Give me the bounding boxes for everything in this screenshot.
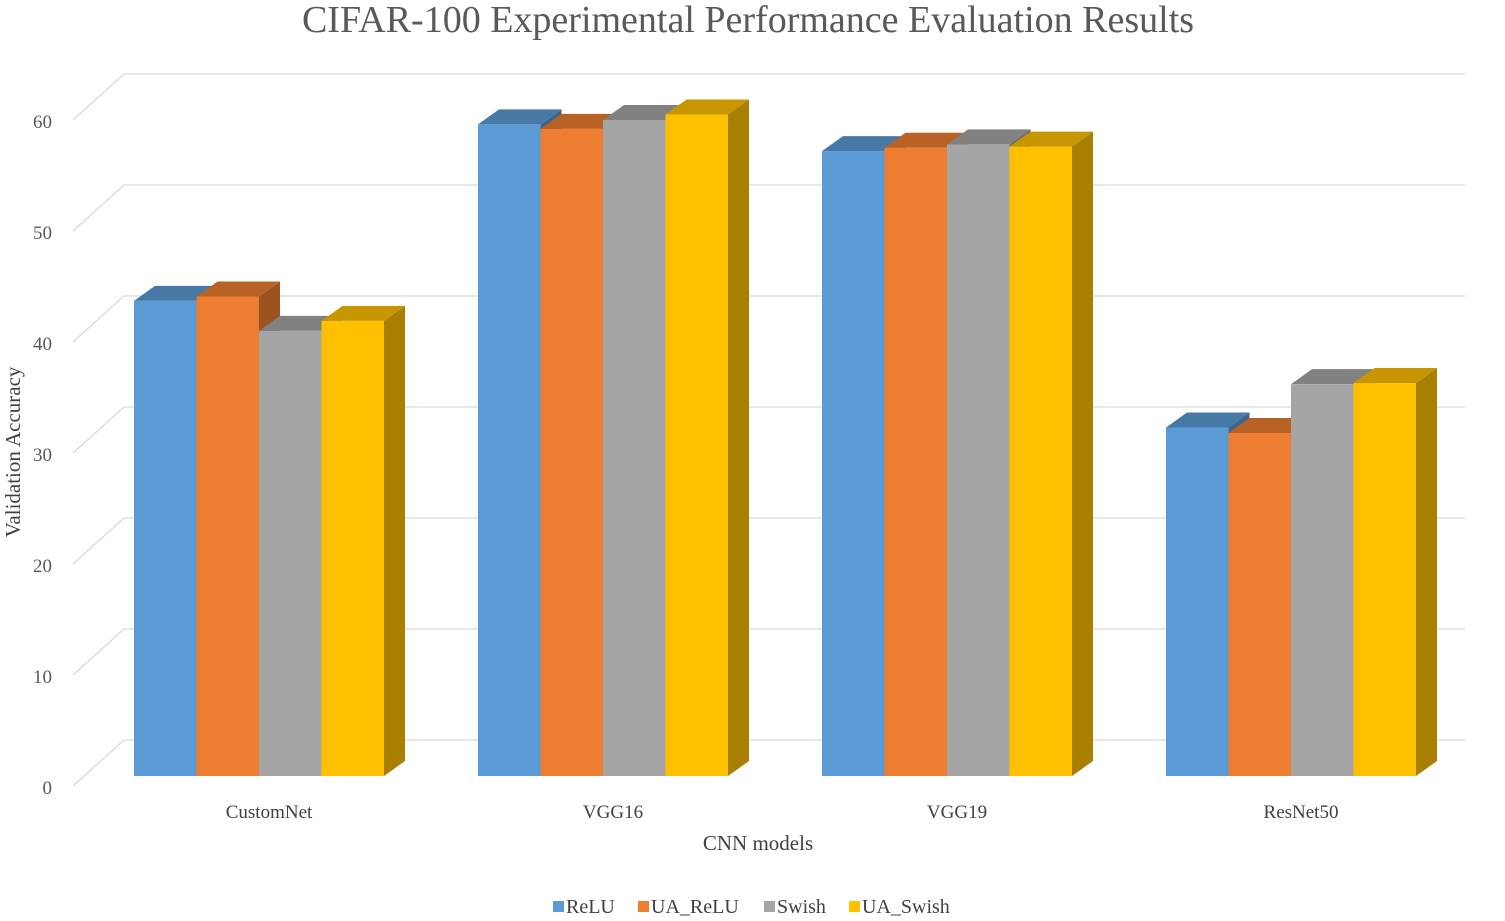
bar-front	[1166, 427, 1229, 776]
bar-front	[1009, 146, 1072, 776]
bar-top	[1291, 369, 1375, 385]
bar-front	[603, 119, 666, 777]
legend-swatch	[638, 901, 649, 912]
bar-ResNet50-UA_Swish	[1353, 368, 1437, 776]
bar-front	[540, 128, 603, 776]
bar-VGG16-UA_Swish	[665, 99, 749, 776]
x-category-label: CustomNet	[226, 802, 313, 823]
x-axis-title: CNN models	[703, 831, 813, 855]
bar-top	[665, 99, 749, 115]
bar-front	[947, 144, 1010, 776]
legend-label: UA_Swish	[862, 896, 950, 918]
bar-top	[478, 109, 562, 125]
bar-side	[384, 305, 405, 776]
bar-top	[947, 129, 1031, 145]
gridline	[72, 73, 1465, 121]
bar-side	[1416, 368, 1437, 776]
bar-top	[1009, 131, 1093, 147]
y-tick-label: 20	[33, 556, 52, 577]
y-axis-title: Validation Accuracy	[1, 366, 25, 537]
bar-front	[196, 296, 259, 776]
bar-front	[134, 300, 197, 776]
legend-item-ReLU: ReLU	[553, 896, 615, 918]
legend-item-UA_ReLU: UA_ReLU	[638, 896, 739, 918]
bar-front	[1228, 433, 1291, 776]
x-category-label: VGG19	[927, 802, 987, 823]
bar-top	[884, 132, 968, 148]
bar-side	[728, 99, 749, 776]
x-axis-categories: CustomNet VGG16 VGG19 ResNet50	[226, 802, 1339, 823]
bar-top	[1353, 368, 1437, 384]
bar-front	[665, 114, 728, 776]
legend-label: ReLU	[566, 896, 615, 918]
bar-top	[196, 281, 280, 297]
bar-CustomNet-UA_Swish	[321, 305, 405, 776]
gridline	[72, 184, 1465, 232]
gridlines	[72, 73, 1465, 787]
bar-front	[822, 151, 885, 776]
bar-front	[1353, 383, 1416, 776]
bar-top	[822, 136, 906, 152]
legend-swatch	[764, 901, 775, 912]
legend: ReLU UA_ReLU Swish UA_Swish	[553, 896, 950, 918]
x-category-label: ResNet50	[1264, 802, 1339, 823]
y-tick-label: 40	[33, 334, 52, 355]
legend-label: UA_ReLU	[651, 896, 739, 918]
bar-top	[1166, 412, 1250, 428]
bar-side	[1072, 131, 1093, 776]
legend-swatch	[553, 901, 564, 912]
legend-swatch	[849, 901, 860, 912]
bar-top	[321, 305, 405, 321]
y-tick-label: 10	[33, 667, 52, 688]
legend-label: Swish	[777, 896, 826, 918]
bar-front	[321, 320, 384, 776]
y-tick-label: 30	[33, 445, 52, 466]
bar-VGG19-UA_Swish	[1009, 131, 1093, 776]
chart-title: CIFAR-100 Experimental Performance Evalu…	[302, 0, 1194, 41]
bars	[134, 99, 1437, 777]
legend-item-Swish: Swish	[764, 896, 826, 918]
y-tick-label: 60	[33, 112, 52, 133]
y-axis-ticks: 0 10 20 30 40 50 60	[33, 112, 52, 799]
legend-item-UA_Swish: UA_Swish	[849, 896, 950, 918]
y-tick-label: 50	[33, 223, 52, 244]
x-category-label: VGG16	[583, 802, 643, 823]
bar-front	[884, 147, 947, 777]
bar-front	[259, 330, 322, 776]
y-tick-label: 0	[43, 778, 53, 799]
bar-front	[1291, 384, 1354, 776]
bar-front	[478, 124, 541, 777]
